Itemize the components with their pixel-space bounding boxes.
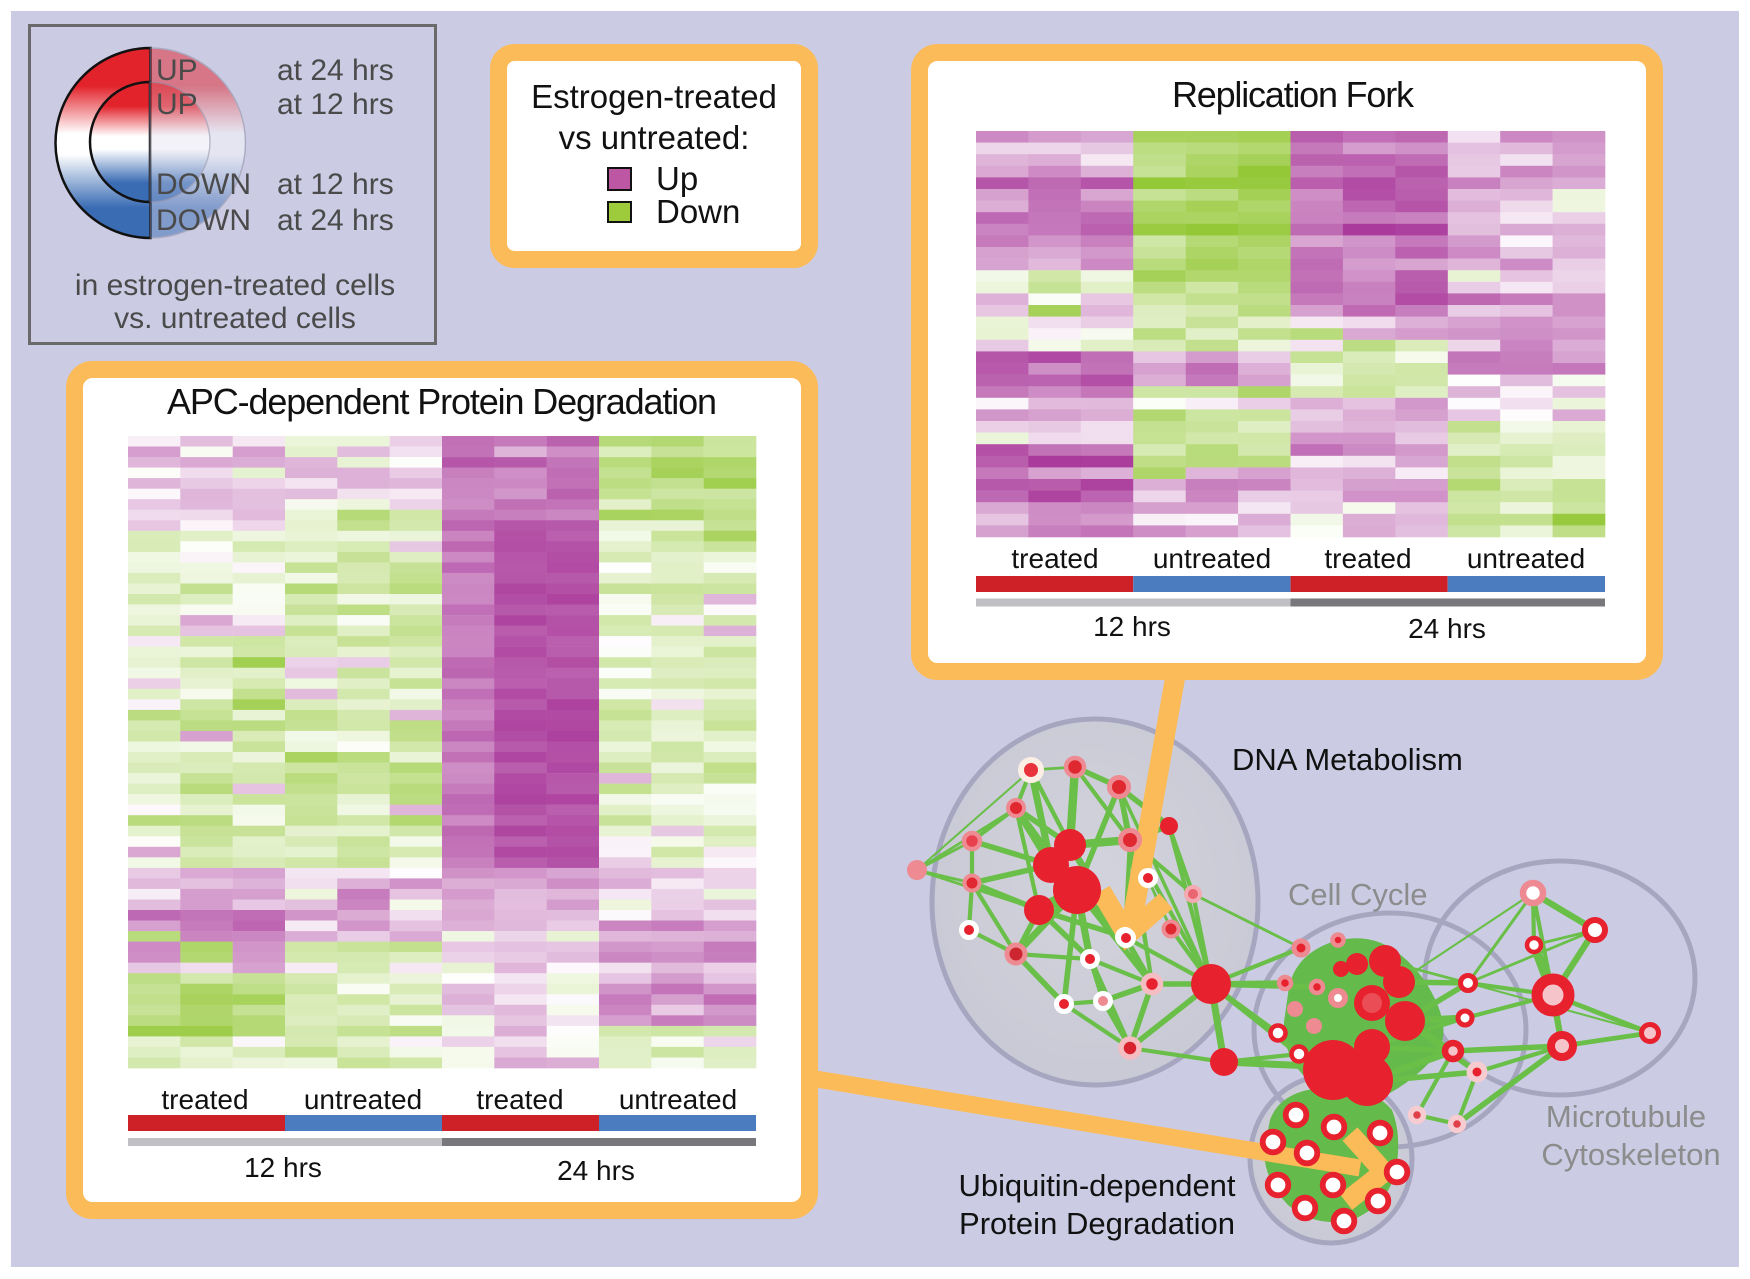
svg-text:24 hrs: 24 hrs	[1408, 613, 1486, 644]
svg-text:12 hrs: 12 hrs	[1093, 611, 1171, 642]
svg-text:Up: Up	[656, 160, 698, 197]
svg-text:untreated: untreated	[619, 1084, 737, 1115]
svg-text:DNA Metabolism: DNA Metabolism	[1232, 742, 1463, 777]
svg-text:Estrogen-treated: Estrogen-treated	[531, 78, 777, 115]
svg-text:treated: treated	[1324, 543, 1411, 574]
svg-text:in estrogen-treated cells: in estrogen-treated cells	[75, 269, 395, 302]
svg-text:treated: treated	[476, 1084, 563, 1115]
svg-text:treated: treated	[1011, 543, 1098, 574]
svg-text:treated: treated	[161, 1084, 248, 1115]
svg-text:Cytoskeleton: Cytoskeleton	[1541, 1137, 1720, 1172]
svg-text:DOWN: DOWN	[156, 204, 251, 237]
svg-text:12 hrs: 12 hrs	[244, 1152, 322, 1183]
svg-text:at 12 hrs: at 12 hrs	[277, 168, 394, 201]
svg-text:vs untreated:: vs untreated:	[559, 119, 750, 156]
svg-text:Ubiquitin-dependent: Ubiquitin-dependent	[959, 1168, 1236, 1203]
svg-text:Replication Fork: Replication Fork	[1172, 74, 1415, 115]
svg-text:untreated: untreated	[304, 1084, 422, 1115]
svg-text:at 24 hrs: at 24 hrs	[277, 204, 394, 237]
svg-text:DOWN: DOWN	[156, 168, 251, 201]
svg-text:Cell Cycle: Cell Cycle	[1288, 877, 1428, 912]
svg-text:untreated: untreated	[1467, 543, 1585, 574]
svg-text:APC-dependent Protein Degradat: APC-dependent Protein Degradation	[167, 381, 717, 422]
svg-text:Microtubule: Microtubule	[1546, 1099, 1706, 1134]
svg-text:vs. untreated cells: vs. untreated cells	[114, 302, 356, 335]
svg-text:Protein Degradation: Protein Degradation	[959, 1206, 1235, 1241]
svg-text:UP: UP	[156, 54, 198, 87]
svg-text:24 hrs: 24 hrs	[557, 1155, 635, 1186]
svg-text:UP: UP	[156, 88, 198, 121]
svg-text:at 12 hrs: at 12 hrs	[277, 88, 394, 121]
svg-text:Down: Down	[656, 193, 740, 230]
svg-text:untreated: untreated	[1153, 543, 1271, 574]
svg-text:at 24 hrs: at 24 hrs	[277, 54, 394, 87]
